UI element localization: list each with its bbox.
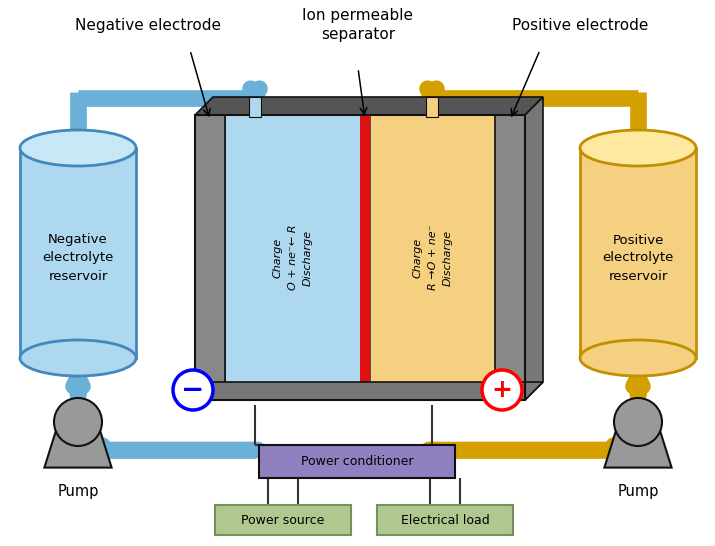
Text: Positive electrode: Positive electrode bbox=[512, 18, 649, 33]
Circle shape bbox=[54, 398, 102, 446]
Text: Positive
electrolyte
reservoir: Positive electrolyte reservoir bbox=[602, 234, 674, 282]
Ellipse shape bbox=[580, 340, 696, 376]
Bar bbox=[495, 115, 525, 400]
Bar bbox=[215, 505, 351, 535]
Text: Electrical load: Electrical load bbox=[400, 513, 489, 526]
Text: Power conditioner: Power conditioner bbox=[301, 455, 413, 468]
Text: Negative
electrolyte
reservoir: Negative electrolyte reservoir bbox=[42, 234, 114, 282]
Polygon shape bbox=[195, 382, 543, 400]
Text: +: + bbox=[492, 378, 513, 402]
Polygon shape bbox=[525, 97, 543, 400]
Bar bbox=[20, 148, 136, 358]
Bar bbox=[360, 115, 370, 400]
Bar bbox=[225, 115, 360, 400]
Bar bbox=[370, 115, 495, 400]
Bar bbox=[426, 97, 438, 117]
Circle shape bbox=[173, 370, 213, 410]
Text: Negative electrode: Negative electrode bbox=[75, 18, 221, 33]
Circle shape bbox=[482, 370, 522, 410]
Ellipse shape bbox=[20, 340, 136, 376]
Text: Ion permeable
separator: Ion permeable separator bbox=[302, 8, 413, 41]
Text: Pump: Pump bbox=[57, 484, 99, 498]
Bar bbox=[195, 115, 225, 400]
Bar bbox=[249, 97, 261, 117]
Bar bbox=[377, 505, 513, 535]
Polygon shape bbox=[44, 429, 112, 467]
Text: Power source: Power source bbox=[242, 513, 325, 526]
Text: Pump: Pump bbox=[617, 484, 659, 498]
Ellipse shape bbox=[580, 130, 696, 166]
Text: Charge
R →O + ne⁻
Discharge: Charge R →O + ne⁻ Discharge bbox=[413, 225, 453, 290]
Text: Charge
O + ne⁻← R
Discharge: Charge O + ne⁻← R Discharge bbox=[272, 225, 312, 290]
Polygon shape bbox=[195, 97, 543, 115]
Ellipse shape bbox=[20, 130, 136, 166]
Bar bbox=[259, 445, 455, 478]
Bar bbox=[195, 115, 525, 400]
Text: −: − bbox=[182, 376, 204, 404]
Circle shape bbox=[614, 398, 662, 446]
Polygon shape bbox=[604, 429, 671, 467]
Bar bbox=[580, 148, 696, 358]
